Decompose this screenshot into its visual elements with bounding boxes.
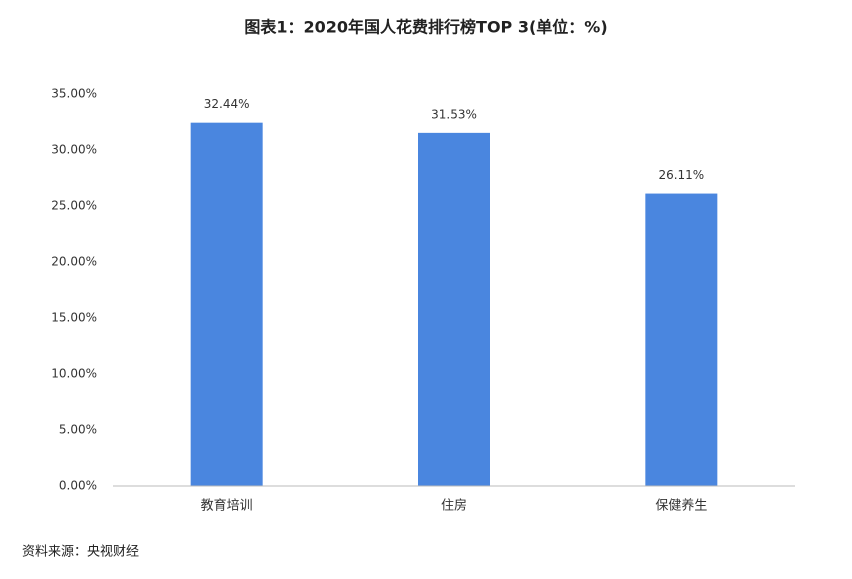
y-tick-label: 15.00%	[51, 311, 97, 325]
data-label: 26.11%	[658, 168, 704, 182]
x-tick-label: 住房	[441, 498, 467, 514]
data-label: 31.53%	[431, 107, 477, 121]
y-tick-label: 10.00%	[51, 367, 97, 381]
chart-title: 图表1：2020年国人花费排行榜TOP 3(单位：%)	[244, 18, 607, 37]
bar	[645, 193, 718, 486]
bar	[418, 132, 490, 486]
data-label: 32.44%	[204, 97, 250, 111]
y-tick-label: 25.00%	[51, 199, 97, 213]
bar	[190, 122, 263, 486]
y-tick-label: 35.00%	[51, 87, 97, 101]
source-note: 资料来源：央视财经	[22, 545, 139, 560]
y-tick-label: 5.00%	[59, 423, 97, 437]
x-tick-label: 保健养生	[655, 498, 707, 514]
y-tick-label: 0.00%	[59, 479, 97, 493]
y-tick-label: 30.00%	[51, 143, 97, 157]
x-tick-label: 教育培训	[201, 498, 253, 514]
y-tick-label: 20.00%	[51, 255, 97, 269]
